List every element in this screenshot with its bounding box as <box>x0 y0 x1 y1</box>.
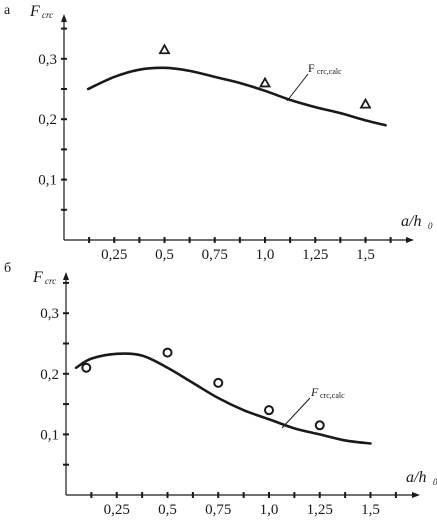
data-point-triangle <box>258 76 272 88</box>
x-tick-label: 1,0 <box>256 247 275 263</box>
y-axis-title-sub: crc <box>42 10 53 20</box>
curve-label: F <box>308 61 315 75</box>
x-tick-label: 0,75 <box>205 502 231 518</box>
data-point-triangle <box>158 43 171 55</box>
y-tick-label: 0,1 <box>38 173 57 189</box>
x-tick-label: 0,75 <box>202 247 228 263</box>
y-axis-title: F <box>32 269 43 286</box>
panel-letter: а <box>4 3 11 18</box>
y-tick-label: 0,1 <box>40 427 59 443</box>
chart-panel-1: а 0,1 0,2 0,3 0,25 0,5 0,75 1,0 1,25 1,5 F crc a/h 0 F… <box>4 3 433 263</box>
y-tick-label: 0,2 <box>40 367 59 383</box>
x-tick-label: 0,25 <box>104 502 130 518</box>
y-tick-label: 0,2 <box>38 112 57 128</box>
x-tick-label: 0,5 <box>155 247 174 263</box>
x-axis-arrow <box>412 492 420 498</box>
curve-label: F <box>310 385 319 399</box>
x-tick-label: 0,5 <box>158 502 177 518</box>
y-tick-label: 0,3 <box>38 52 57 68</box>
data-point-circle <box>81 362 92 373</box>
data-point-circle <box>162 347 173 358</box>
calc-curve-line <box>74 352 372 445</box>
x-axis-title-sub: 0 <box>433 477 437 487</box>
y-axis-arrow <box>63 272 69 280</box>
data-point-circle <box>314 420 325 431</box>
y-axis-title: F <box>29 3 40 20</box>
curve-label-sub: crc,calc <box>320 391 345 400</box>
x-axis-title-sub: 0 <box>428 221 433 231</box>
data-point-circle <box>264 405 274 416</box>
data-point-triangle <box>359 97 372 109</box>
x-tick-label: 1,5 <box>361 502 380 518</box>
x-axis-title: a/h <box>406 469 426 486</box>
x-axis-arrow <box>406 237 414 243</box>
curve-label-sub: crc,calc <box>317 67 342 76</box>
curve-label-leader <box>281 397 311 429</box>
data-point-circle <box>213 377 224 388</box>
panel-letter: б <box>4 261 11 276</box>
x-tick-label: 1,5 <box>356 247 375 263</box>
y-axis-title-sub: crc <box>45 276 56 286</box>
x-tick-label: 1,0 <box>260 502 279 518</box>
x-tick-label: 1,25 <box>302 247 328 263</box>
calc-curve-line <box>86 66 387 127</box>
curve-label-leader <box>286 73 309 102</box>
y-tick-label: 0,3 <box>40 306 59 322</box>
x-tick-label: 1,25 <box>307 502 333 518</box>
x-axis-title: a/h <box>401 213 421 230</box>
y-axis-arrow <box>61 14 67 22</box>
x-tick-label: 0,25 <box>101 247 127 263</box>
